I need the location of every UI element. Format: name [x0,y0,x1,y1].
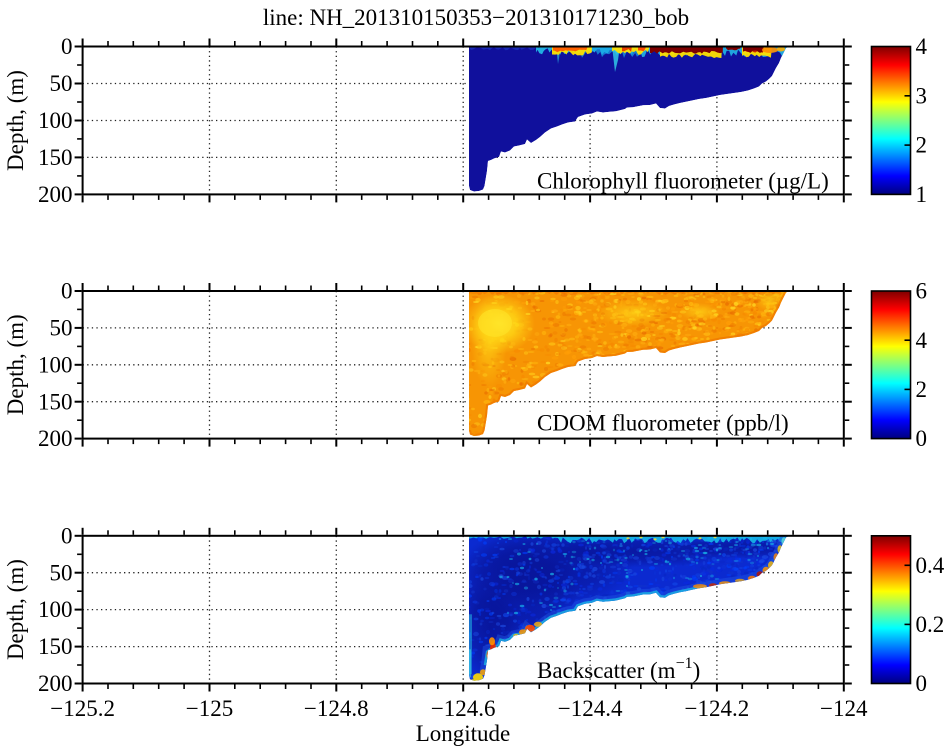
svg-text:3: 3 [916,83,928,108]
svg-text:4: 4 [916,34,928,59]
svg-text:6: 6 [916,279,928,304]
svg-text:150: 150 [38,634,73,659]
svg-text:Depth, (m): Depth, (m) [3,70,28,171]
svg-text:200: 200 [38,182,73,207]
svg-text:200: 200 [38,426,73,451]
svg-text:2: 2 [916,133,928,158]
svg-text:Depth, (m): Depth, (m) [3,314,28,415]
svg-text:150: 150 [38,145,73,170]
svg-text:Longitude: Longitude [416,721,511,746]
svg-text:50: 50 [50,316,73,341]
svg-text:1: 1 [916,182,928,207]
svg-text:0: 0 [916,671,928,696]
svg-text:Chlorophyll fluorometer (µg/L): Chlorophyll fluorometer (µg/L) [537,169,829,194]
svg-text:0.4: 0.4 [916,553,945,578]
svg-text:0: 0 [61,34,73,59]
svg-text:Backscatter (m−1): Backscatter (m−1) [537,655,700,683]
svg-text:−125.2: −125.2 [50,696,115,721]
svg-text:0: 0 [916,426,928,451]
svg-text:200: 200 [38,671,73,696]
svg-text:CDOM fluorometer (ppb/l): CDOM fluorometer (ppb/l) [537,411,789,436]
svg-text:0: 0 [61,523,73,548]
svg-text:100: 100 [38,108,73,133]
svg-text:−125: −125 [186,696,233,721]
svg-text:150: 150 [38,389,73,414]
svg-text:50: 50 [50,560,73,585]
svg-text:−124: −124 [820,696,868,721]
svg-text:line: NH_201310150353−20131017: line: NH_201310150353−201310171230_bob [263,5,689,30]
svg-text:50: 50 [50,71,73,96]
svg-text:Depth, (m): Depth, (m) [3,559,28,660]
svg-text:−124.2: −124.2 [685,696,750,721]
svg-text:4: 4 [916,328,928,353]
svg-text:0: 0 [61,279,73,304]
svg-text:−124.4: −124.4 [558,696,623,721]
svg-text:100: 100 [38,352,73,377]
svg-text:−124.6: −124.6 [431,696,496,721]
svg-text:2: 2 [916,377,928,402]
svg-text:100: 100 [38,597,73,622]
svg-text:−124.8: −124.8 [304,696,369,721]
svg-text:0.2: 0.2 [916,612,945,637]
